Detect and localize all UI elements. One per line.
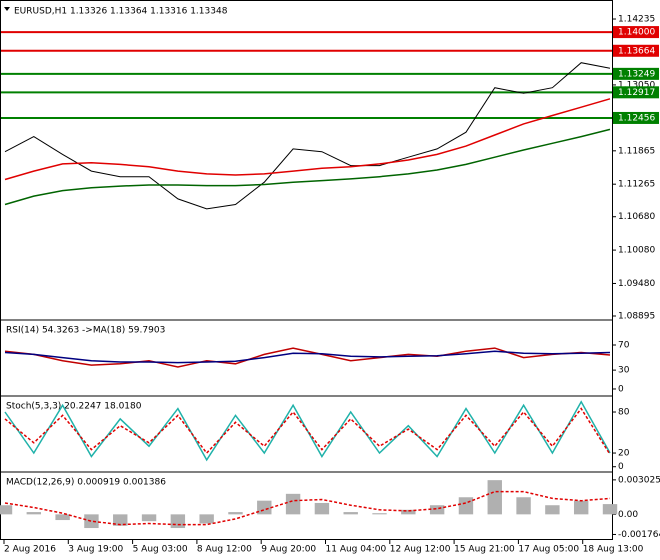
histogram-bar xyxy=(545,505,560,515)
series-line xyxy=(4,350,611,364)
level-label: 1.12917 xyxy=(618,88,655,98)
x-tick-label: 3 Aug 19:00 xyxy=(68,545,123,555)
level-tag xyxy=(613,26,659,39)
y-tick-label: 1.10680 xyxy=(618,212,655,222)
x-tick-label: 9 Aug 20:00 xyxy=(261,545,316,555)
histogram-bar xyxy=(84,514,99,529)
x-tick-label: 15 Aug 21:00 xyxy=(454,545,515,555)
series-line xyxy=(4,490,611,526)
y-tick-label: 20 xyxy=(618,449,630,459)
histogram-bar xyxy=(141,514,157,522)
x-tick-label: 18 Aug 13:00 xyxy=(583,545,644,555)
histogram-bar xyxy=(26,512,42,515)
histogram-bar xyxy=(372,513,387,515)
plot-frame xyxy=(0,0,613,540)
panel-title: RSI(14) 54.3263 ->MA(18) 59.7903 xyxy=(6,326,165,336)
level-tag xyxy=(613,67,659,80)
y-tick-label: 0.003025 xyxy=(618,475,660,485)
y-tick-label: 1.09480 xyxy=(618,279,655,289)
series-line xyxy=(4,407,611,455)
y-tick-label: 1.08895 xyxy=(618,311,655,321)
histogram-bar xyxy=(343,512,358,515)
y-tick-label: 1.11265 xyxy=(618,180,655,190)
level-tag xyxy=(613,86,659,99)
histogram-bar xyxy=(487,480,502,515)
histogram-bar xyxy=(199,514,214,524)
y-tick-label: 0 xyxy=(618,384,624,394)
y-tick-label: 1.13050 xyxy=(618,80,655,90)
y-tick-label: 70 xyxy=(618,340,630,350)
panel-title: Stoch(5,3,3) 20.2247 18.0180 xyxy=(6,402,142,412)
histogram-bar xyxy=(170,514,186,529)
histogram-bar xyxy=(0,505,13,515)
level-tag xyxy=(613,111,659,124)
histogram-bar xyxy=(573,500,589,515)
y-tick-label: 30 xyxy=(618,366,630,376)
y-tick-label: -0.001764 xyxy=(618,530,660,540)
level-tag xyxy=(613,44,659,57)
level-label: 1.14000 xyxy=(618,28,655,38)
histogram-bar xyxy=(458,497,474,515)
x-tick-label: 5 Aug 03:00 xyxy=(133,545,188,555)
x-tick-label: 17 Aug 05:00 xyxy=(518,545,579,555)
histogram-bar xyxy=(401,509,416,515)
series-line xyxy=(4,98,611,181)
series-line xyxy=(4,62,611,210)
y-tick-label: 1.14235 xyxy=(618,15,655,25)
histogram-bar xyxy=(516,497,531,515)
level-label: 1.13249 xyxy=(618,69,655,79)
menu-icon xyxy=(4,7,10,11)
y-tick-label: 1.10080 xyxy=(618,246,655,256)
level-label: 1.13664 xyxy=(618,46,655,56)
histogram-bar xyxy=(228,512,243,515)
panel-title: MACD(12,26,9) 0.000919 0.001386 xyxy=(6,478,166,488)
x-tick-label: 8 Aug 12:00 xyxy=(197,545,252,555)
histogram-bar xyxy=(285,493,301,515)
y-tick-label: 0.00 xyxy=(618,510,638,520)
y-tick-label: 0 xyxy=(618,462,624,472)
histogram-bar xyxy=(429,505,445,515)
level-label: 1.12456 xyxy=(618,113,655,123)
y-tick-label: 1.11865 xyxy=(618,146,655,156)
histogram-bar xyxy=(602,504,618,515)
histogram-bar xyxy=(314,502,330,515)
histogram-bar xyxy=(113,514,128,526)
x-tick-label: 12 Aug 12:00 xyxy=(390,545,451,555)
x-tick-label: 2 Aug 2016 xyxy=(4,545,56,555)
histogram-bar xyxy=(55,514,70,521)
histogram-bar xyxy=(257,500,272,515)
x-tick-label: 11 Aug 04:00 xyxy=(326,545,387,555)
panel-title: EURUSD,H1 1.13326 1.13364 1.13316 1.1334… xyxy=(14,7,228,17)
y-tick-label: 80 xyxy=(618,408,630,418)
series-line xyxy=(4,128,611,206)
